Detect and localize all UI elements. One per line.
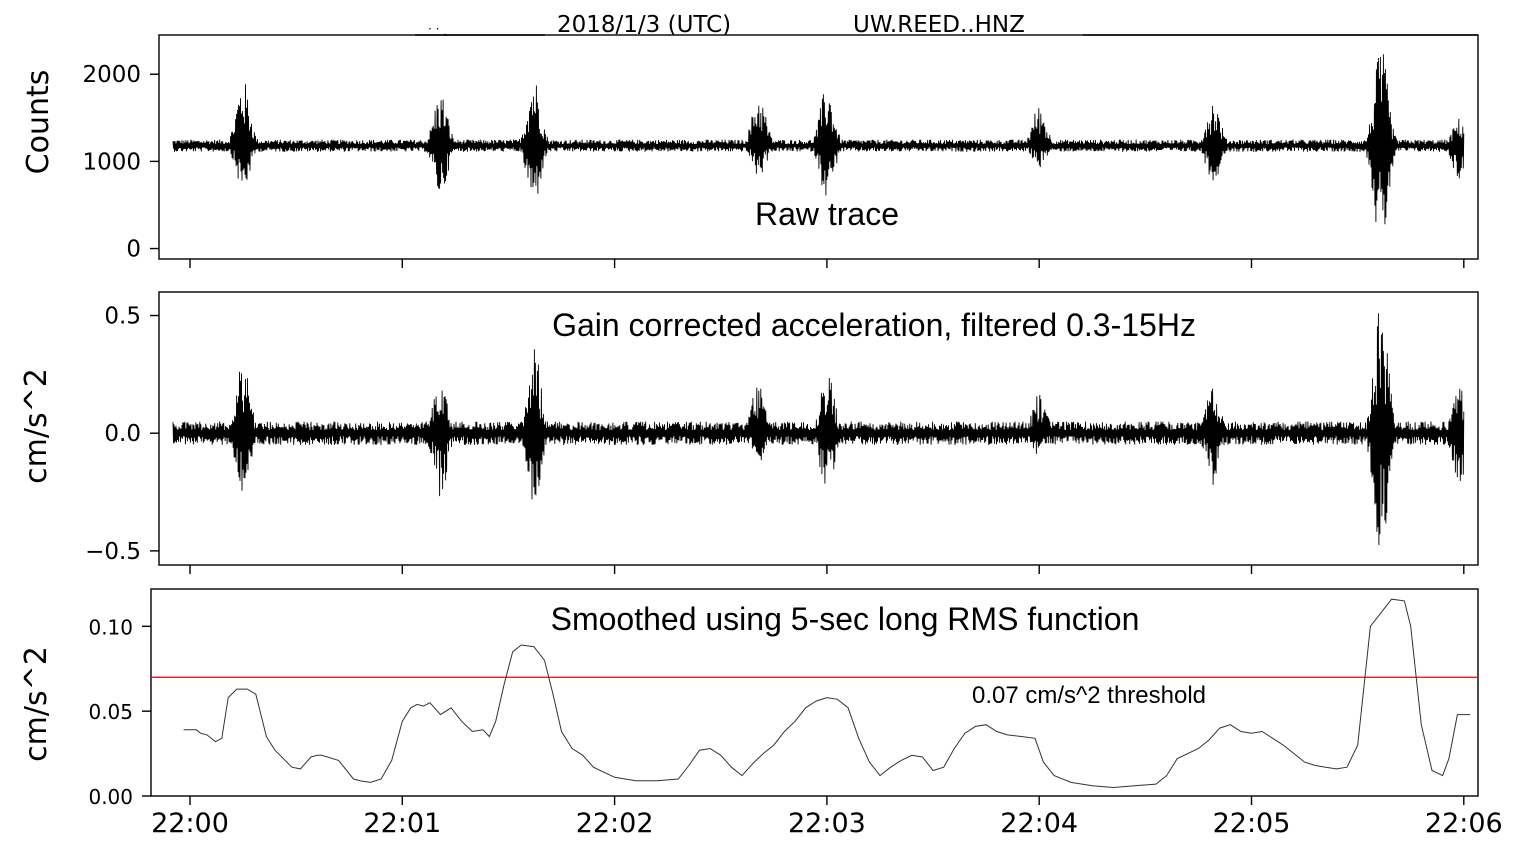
- acceleration-waveform: [172, 313, 1465, 546]
- raw-trace-yticks: 0 1000 2000: [82, 62, 159, 263]
- raw-trace-annotation: Raw trace: [755, 196, 899, 232]
- time-tick-label: 22:02: [576, 808, 654, 839]
- raw-trace-panel: Counts Raw trace 0 1000 2000: [21, 34, 1479, 268]
- acceleration-panel: cm/s^2 Gain corrected acceleration, filt…: [19, 291, 1479, 574]
- raw-trace-waveform: [172, 54, 1465, 225]
- rms-yticks: 0.00 0.05 0.10: [88, 615, 151, 809]
- time-tick-label: 22:05: [1213, 808, 1291, 839]
- time-tick-label: 22:00: [151, 808, 229, 839]
- acceleration-ytick-label: −0.5: [85, 539, 141, 565]
- raw-trace-xticks: [189, 259, 1465, 268]
- rms-ytick-label: 0.00: [88, 785, 133, 809]
- header-dots: · · ˎ: [428, 22, 449, 36]
- acceleration-ytick-label: 0.0: [104, 421, 141, 447]
- rms-ylabel: cm/s^2: [19, 646, 54, 762]
- figure-header: · · ˎ 2018/1/3 (UTC) UW.REED..HNZ: [415, 12, 1478, 38]
- raw-trace-ytick-label: 0: [126, 237, 141, 263]
- acceleration-yticks: −0.5 0.0 0.5: [85, 304, 159, 565]
- date-label: 2018/1/3 (UTC): [557, 12, 731, 38]
- rms-xticks: 22:00 22:01 22:02 22:03 22:04 22:05 22:06: [151, 796, 1503, 839]
- raw-trace-waveform-path: [172, 54, 1465, 225]
- raw-trace-axes-frame: [158, 34, 1479, 260]
- rms-panel: cm/s^2 Smoothed using 5-sec long RMS fun…: [19, 588, 1503, 839]
- rms-ytick-label: 0.05: [88, 700, 133, 724]
- time-tick-label: 22:06: [1425, 808, 1503, 839]
- acceleration-ylabel: cm/s^2: [19, 368, 54, 484]
- acceleration-annotation: Gain corrected acceleration, filtered 0.…: [552, 307, 1196, 343]
- station-label: UW.REED..HNZ: [853, 12, 1025, 38]
- raw-trace-ytick-label: 1000: [82, 149, 141, 175]
- rms-ytick-label: 0.10: [88, 615, 133, 639]
- time-tick-label: 22:04: [1000, 808, 1078, 839]
- raw-trace-ytick-label: 2000: [82, 62, 141, 88]
- acceleration-ytick-label: 0.5: [104, 304, 141, 330]
- rms-axes-frame: [150, 588, 1479, 797]
- time-tick-label: 22:01: [363, 808, 441, 839]
- threshold-label: 0.07 cm/s^2 threshold: [972, 682, 1206, 709]
- acceleration-axes-frame: [158, 291, 1479, 566]
- raw-trace-ylabel: Counts: [21, 70, 56, 175]
- rms-annotation: Smoothed using 5-sec long RMS function: [551, 601, 1140, 637]
- acceleration-xticks: [189, 565, 1465, 574]
- time-tick-label: 22:03: [788, 808, 866, 839]
- rms-curve: [183, 598, 1471, 789]
- rms-curve-path: [183, 598, 1471, 789]
- acceleration-waveform-path: [172, 313, 1465, 546]
